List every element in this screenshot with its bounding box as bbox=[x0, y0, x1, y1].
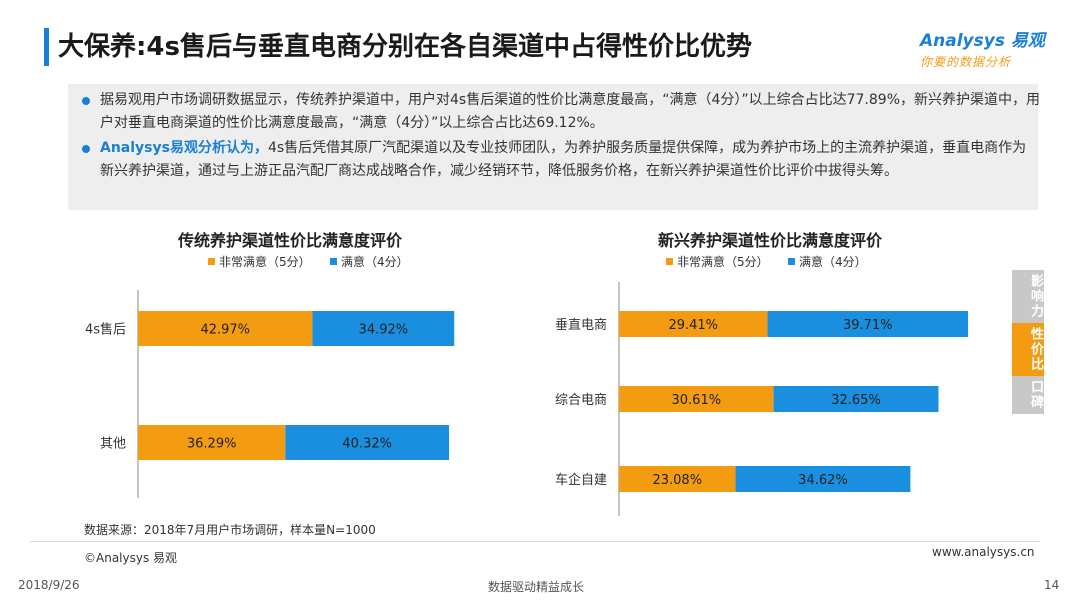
chart-title: 传统养护渠道性价比满意度评价 bbox=[177, 231, 403, 250]
summary-bullet-1: 据易观用户市场调研数据显示，传统养护渠道中，用户对4s售后渠道的性价比满意度最高… bbox=[78, 89, 1040, 135]
logo-sub-text: 你要的数据分析 bbox=[920, 55, 1012, 69]
analysys-logo: Analysys 易观 你要的数据分析 bbox=[920, 26, 1060, 70]
tab-reputation[interactable]: 口碑 bbox=[1012, 376, 1044, 414]
slogan: 数据驱动精益成长 bbox=[488, 580, 585, 594]
data-label: 34.62% bbox=[798, 473, 848, 488]
bar-segment bbox=[619, 466, 736, 492]
bar-segment bbox=[285, 425, 450, 460]
legend-label: 满意（4分） bbox=[341, 254, 409, 269]
summary-bullet-2: Analysys易观分析认为，4s售后凭借其原厂汽配渠道以及专业技师团队，为养护… bbox=[78, 137, 1040, 183]
side-tab-nav: 影响力 性价比 口碑 bbox=[1012, 270, 1044, 414]
data-label: 29.41% bbox=[668, 318, 718, 333]
data-label: 42.97% bbox=[200, 323, 250, 338]
data-label: 40.32% bbox=[342, 437, 392, 452]
report-date: 2018/9/26 bbox=[18, 578, 80, 592]
data-label: 30.61% bbox=[672, 393, 722, 408]
bar-segment bbox=[767, 311, 969, 337]
data-label: 39.71% bbox=[843, 318, 893, 333]
data-source: 数据来源：2018年7月用户市场调研，样本量N=1000 bbox=[84, 523, 376, 537]
legend-swatch bbox=[208, 258, 215, 265]
data-label: 23.08% bbox=[652, 473, 702, 488]
bar-segment bbox=[735, 466, 911, 492]
bar-segment bbox=[619, 311, 768, 337]
summary-text-1: 据易观用户市场调研数据显示，传统养护渠道中，用户对4s售后渠道的性价比满意度最高… bbox=[100, 92, 1040, 131]
category-label: 垂直电商 bbox=[555, 318, 607, 333]
category-label: 4s售后 bbox=[85, 322, 126, 338]
page-title: 大保养:4s售后与垂直电商分别在各自渠道中占得性价比优势 bbox=[58, 32, 752, 62]
legend-swatch bbox=[666, 258, 673, 265]
title-accent-bar bbox=[44, 28, 49, 66]
bar-segment bbox=[773, 386, 939, 412]
category-label: 综合电商 bbox=[555, 393, 607, 408]
chart-title: 新兴养护渠道性价比满意度评价 bbox=[658, 231, 883, 250]
data-label: 34.92% bbox=[359, 323, 409, 338]
logo-main-text: Analysys 易观 bbox=[920, 31, 1045, 51]
category-label: 其他 bbox=[100, 437, 126, 452]
copyright: ©Analysys 易观 bbox=[84, 551, 178, 565]
legend-label: 满意（4分） bbox=[799, 254, 867, 269]
footer-divider bbox=[30, 541, 1040, 542]
legend-label: 非常满意（5分） bbox=[677, 254, 769, 269]
website-link[interactable]: www.analysys.cn bbox=[932, 545, 1035, 559]
page-number: 14 bbox=[1044, 578, 1060, 592]
data-label: 36.29% bbox=[187, 437, 237, 452]
legend-swatch bbox=[788, 258, 795, 265]
summary-box: 据易观用户市场调研数据显示，传统养护渠道中，用户对4s售后渠道的性价比满意度最高… bbox=[68, 84, 1040, 210]
data-label: 32.65% bbox=[831, 393, 881, 408]
bar-segment bbox=[138, 425, 286, 460]
summary-text-2: 4s售后凭借其原厂汽配渠道以及专业技师团队，为养护服务质量提供保障，成为养护市场… bbox=[100, 140, 1027, 179]
tab-value-for-money[interactable]: 性价比 bbox=[1012, 323, 1044, 376]
legend-swatch bbox=[330, 258, 337, 265]
bar-segment bbox=[138, 311, 313, 346]
summary-emphasis: Analysys易观分析认为， bbox=[100, 140, 268, 156]
bar-segment bbox=[312, 311, 455, 346]
tab-influence[interactable]: 影响力 bbox=[1012, 270, 1044, 323]
bar-segment bbox=[619, 386, 774, 412]
category-label: 车企自建 bbox=[555, 472, 607, 488]
legend-label: 非常满意（5分） bbox=[219, 254, 311, 269]
